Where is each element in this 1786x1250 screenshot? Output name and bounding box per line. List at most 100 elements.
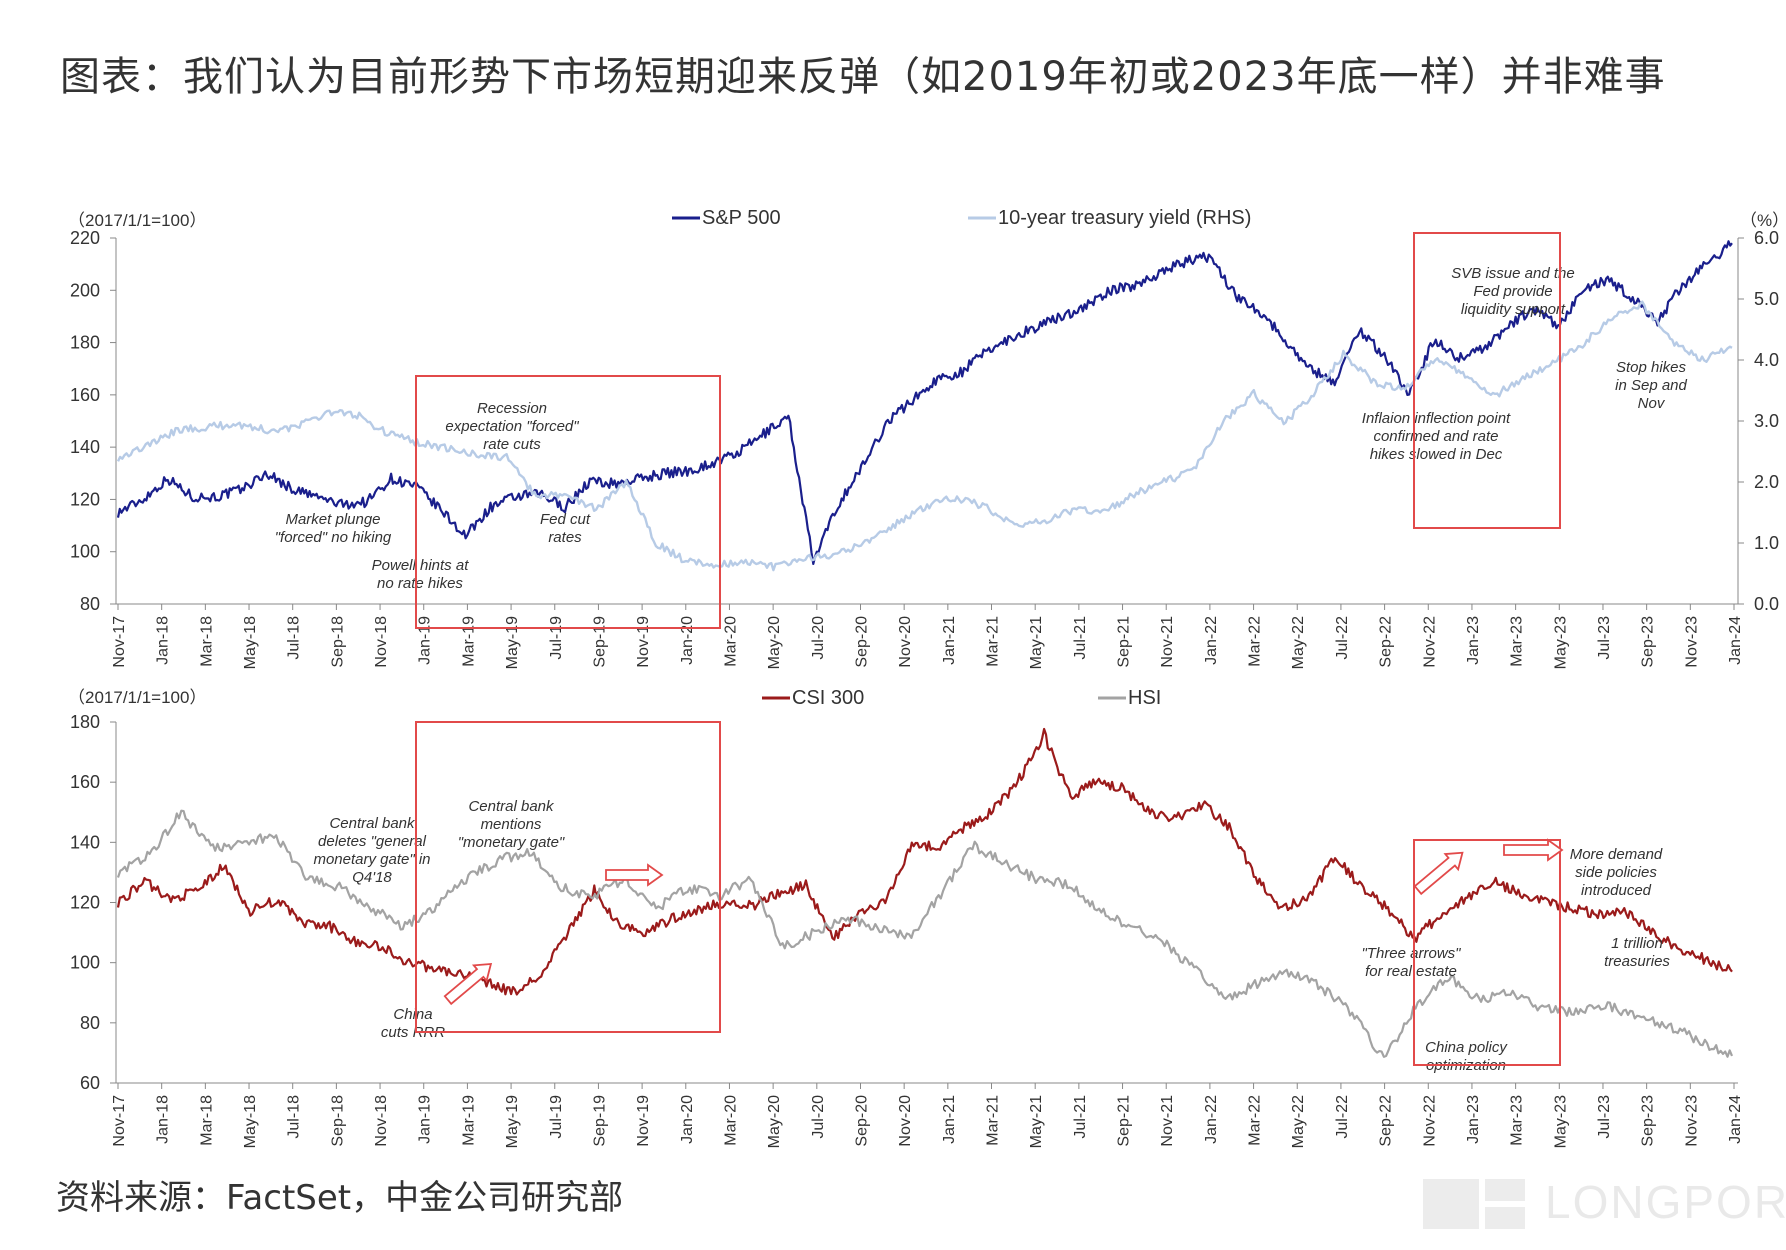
x-tick-label: Jul-22 [1334, 616, 1351, 660]
y-tick-label: 120 [70, 489, 100, 509]
y2-tick-label: 4.0 [1754, 350, 1779, 370]
x-tick-label: Sep-19 [591, 616, 608, 668]
x-tick-label: Jan-20 [679, 1095, 696, 1144]
series-line-1 [116, 727, 1733, 996]
annotation-text: confirmed and rate [1373, 428, 1498, 445]
x-tick-label: Sep-22 [1378, 1095, 1395, 1147]
annotation-text: Inflaion inflection point [1362, 410, 1511, 427]
x-tick-label: Jan-18 [155, 1095, 172, 1144]
annotation-text: introduced [1581, 882, 1652, 899]
x-tick-label: Nov-20 [897, 1095, 914, 1147]
y-tick-label: 80 [80, 1013, 100, 1033]
annotation-text: monetary gate" in [313, 851, 430, 868]
annotation-text: Recession [477, 400, 547, 417]
x-tick-label: May-23 [1552, 616, 1569, 669]
x-tick-label: May-23 [1552, 1095, 1569, 1148]
x-tick-label: Mar-21 [985, 1095, 1002, 1146]
x-tick-label: Jul-21 [1072, 1095, 1089, 1139]
x-tick-label: Jul-19 [548, 1095, 565, 1139]
annotation-text: Q4'18 [352, 869, 392, 886]
annotation-text: Central bank [468, 798, 555, 815]
x-tick-label: Mar-23 [1509, 616, 1526, 667]
x-tick-label: Jul-23 [1596, 1095, 1613, 1139]
x-tick-label: Mar-20 [722, 1095, 739, 1146]
bottom-chart: （2017/1/1=100） 180 160 140 120 100 80 60 Nov-17 J… [68, 687, 1744, 1148]
annotation-text: SVB issue and the [1451, 265, 1574, 282]
x-tick-label: Sep-20 [853, 1095, 870, 1147]
x-tick-label: Jan-24 [1727, 1095, 1744, 1144]
x-tick-label: Nov-21 [1159, 1095, 1176, 1147]
x-tick-label: Mar-19 [460, 1095, 477, 1146]
annotation-text: hikes slowed in Dec [1370, 446, 1503, 463]
watermark: LONGPORT [1415, 1165, 1786, 1239]
x-tick-label: Jan-20 [679, 616, 696, 665]
y-tick-label: 180 [70, 712, 100, 732]
y-tick-label: 140 [70, 832, 100, 852]
annotation-text: Fed provide [1473, 283, 1552, 300]
x-tick-label: Nov-17 [111, 616, 128, 668]
x-tick-label: Nov-19 [635, 616, 652, 668]
x-tick-label: Nov-21 [1159, 616, 1176, 668]
x-tick-label: Sep-20 [853, 616, 870, 668]
highlight-box [415, 375, 721, 629]
y-tick-label: 220 [70, 228, 100, 248]
x-tick-label: May-18 [242, 616, 259, 669]
x-tick-label: Nov-23 [1683, 1095, 1700, 1147]
annotation-text: "forced" no hiking [275, 529, 392, 546]
x-tick-label: Sep-21 [1116, 616, 1133, 668]
annotation-text: cuts RRR [381, 1024, 445, 1041]
x-tick-label: Jul-22 [1334, 1095, 1351, 1139]
x-tick-label: Jan-22 [1203, 1095, 1220, 1144]
y2-tick-label: 2.0 [1754, 472, 1779, 492]
annotation-text: liquidity support [1461, 301, 1566, 318]
x-tick-label: Jul-23 [1596, 616, 1613, 660]
x-tick-label: Mar-18 [198, 616, 215, 667]
legend-label: CSI 300 [792, 687, 864, 709]
annotation-text: no rate hikes [377, 575, 463, 592]
x-tick-label: Nov-18 [373, 1095, 390, 1147]
x-tick-label: May-19 [504, 1095, 521, 1148]
y-tick-label: 160 [70, 772, 100, 792]
y2-tick-label: 0.0 [1754, 594, 1779, 614]
x-tick-label: Jan-23 [1465, 616, 1482, 665]
highlight-arrow [1413, 851, 1464, 896]
x-tick-label: May-18 [242, 1095, 259, 1148]
annotation-text: expectation "forced" [445, 418, 579, 435]
left-axis-unit: （2017/1/1=100） [68, 688, 206, 707]
x-tick-label: May-19 [504, 616, 521, 669]
annotation-text: Market plunge [285, 511, 380, 528]
x-tick-label: Sep-22 [1378, 616, 1395, 668]
highlight-arrow [605, 863, 664, 887]
y-tick-label: 80 [80, 594, 100, 614]
annotation-text: More demand [1570, 846, 1663, 863]
x-tick-label: Jan-19 [417, 616, 434, 665]
annotation-text: Stop hikes [1616, 359, 1687, 376]
x-tick-label: Mar-19 [460, 616, 477, 667]
source-note: 资料来源：FactSet，中金公司研究部 [56, 1178, 624, 1218]
x-tick-label: May-20 [766, 1095, 783, 1148]
x-tick-label: Jul-20 [810, 1095, 827, 1139]
y-tick-label: 120 [70, 893, 100, 913]
x-tick-label: Nov-20 [897, 616, 914, 668]
top-chart: （2017/1/1=100） （%） 220 200 180 160 140 120 100 80… [68, 207, 1786, 669]
highlight-box [1413, 839, 1561, 1066]
annotation-text: 1 trillion [1611, 935, 1663, 952]
annotation-text: Central bank [329, 815, 416, 832]
x-tick-label: Sep-18 [329, 1095, 346, 1147]
x-tick-label: Nov-23 [1683, 616, 1700, 668]
annotation-text: treasuries [1604, 953, 1670, 970]
y2-tick-label: 1.0 [1754, 533, 1779, 553]
x-tick-label: May-20 [766, 616, 783, 669]
x-tick-label: Jul-21 [1072, 616, 1089, 660]
x-tick-label: Sep-19 [591, 1095, 608, 1147]
annotation-text: Powell hints at [372, 557, 470, 574]
x-tick-label: Mar-22 [1247, 616, 1264, 667]
y2-tick-label: 5.0 [1754, 289, 1779, 309]
x-tick-label: Nov-19 [635, 1095, 652, 1147]
highlight-arrow [443, 963, 493, 1006]
annotation-text: China policy [1425, 1039, 1508, 1056]
x-tick-label: Sep-23 [1640, 616, 1657, 668]
annotation-text: Fed cut [540, 511, 591, 528]
annotation-text: rates [548, 529, 582, 546]
x-tick-label: Sep-18 [329, 616, 346, 668]
